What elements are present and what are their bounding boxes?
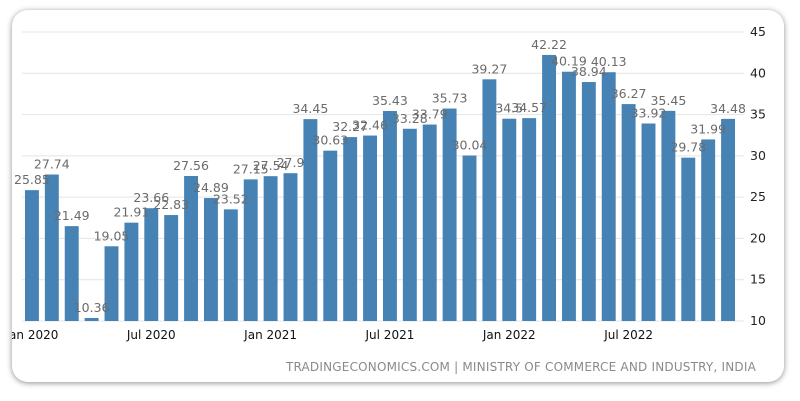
y-tick-label: 30: [750, 148, 766, 163]
bar-jun-2020[interactable]: [124, 222, 139, 321]
bar-sep-2022[interactable]: [661, 110, 676, 321]
value-label: 34.45: [292, 101, 328, 116]
bar-jan-2020[interactable]: [24, 190, 39, 321]
bar-jan-2021[interactable]: [263, 176, 278, 321]
value-label: 33.28: [392, 111, 428, 126]
y-tick-label: 10: [750, 313, 766, 328]
value-label: 30.63: [312, 133, 348, 148]
bar-mar-2021[interactable]: [303, 119, 318, 321]
value-label: 27.74: [34, 157, 70, 172]
bar-feb-2022[interactable]: [522, 118, 537, 321]
bar-aug-2022[interactable]: [641, 123, 656, 322]
bar-nov-2021[interactable]: [462, 155, 477, 321]
value-label: 24.89: [193, 180, 229, 195]
bar-jul-2021[interactable]: [382, 111, 397, 321]
value-label: 21.91: [113, 205, 149, 220]
value-label: 21.49: [54, 208, 90, 223]
bar-jan-2022[interactable]: [502, 118, 517, 321]
bar-oct-2021[interactable]: [442, 108, 457, 321]
source-attribution: TRADINGECONOMICS.COM | MINISTRY OF COMME…: [285, 360, 756, 374]
bar-jul-2020[interactable]: [144, 208, 159, 321]
value-label: 34.5: [495, 101, 523, 116]
value-label: 36.27: [611, 86, 647, 101]
value-label: 39.27: [471, 61, 507, 76]
bar-sep-2020[interactable]: [184, 176, 199, 321]
value-label: 22.83: [153, 197, 189, 212]
value-label: 32.27: [332, 119, 368, 134]
bar-jul-2022[interactable]: [621, 104, 636, 321]
value-label: 35.43: [372, 93, 408, 108]
value-label: 40.19: [551, 54, 587, 69]
value-label: 27.54: [253, 158, 289, 173]
bar-apr-2020[interactable]: [84, 318, 99, 321]
value-label: 33.92: [631, 105, 667, 120]
value-label: 35.45: [650, 93, 686, 108]
value-label: 35.73: [432, 91, 468, 106]
value-label: 29.78: [670, 140, 706, 155]
value-label: 30.04: [452, 138, 488, 153]
value-label: 31.99: [690, 121, 726, 136]
value-label: 23.66: [133, 190, 169, 205]
bar-feb-2020[interactable]: [44, 174, 59, 321]
x-axis: Jan 2020 Jul 2020 Jan 2021 Jul 2021 Jan 2022…: [12, 328, 653, 342]
bar-nov-2022[interactable]: [701, 139, 716, 321]
value-label: 27.15: [233, 161, 269, 176]
x-tick-label: Jul 2020: [126, 328, 176, 342]
x-tick-label: Jan 2021: [243, 328, 297, 342]
value-label: 34.48: [710, 101, 746, 116]
bar-apr-2021[interactable]: [323, 150, 338, 321]
bar-jun-2022[interactable]: [601, 72, 616, 321]
y-tick-label: 45: [750, 24, 766, 39]
y-axis: 10 15 20 25 30 35 40 45: [750, 24, 766, 328]
bar-sep-2021[interactable]: [422, 124, 437, 322]
value-label: 40.13: [591, 54, 627, 69]
value-label: 32.46: [352, 118, 388, 133]
value-label: 19.05: [94, 228, 130, 243]
bar-may-2022[interactable]: [581, 82, 596, 321]
y-tick-label: 40: [750, 65, 766, 80]
y-tick-label: 25: [750, 189, 766, 204]
bar-may-2021[interactable]: [343, 137, 358, 321]
value-label: 33.79: [412, 107, 448, 122]
x-tick-label: Jan 2020: [12, 328, 58, 342]
bar-jun-2021[interactable]: [363, 135, 378, 321]
bar-feb-2021[interactable]: [283, 173, 298, 321]
value-label: 23.52: [213, 191, 249, 206]
y-tick-label: 15: [750, 272, 766, 287]
bar-dec-2022[interactable]: [721, 118, 736, 321]
y-tick-label: 20: [750, 230, 766, 245]
value-label: 27.56: [173, 158, 209, 173]
value-label: 10.36: [74, 300, 110, 315]
value-label: 38.94: [571, 64, 607, 79]
bar-oct-2022[interactable]: [681, 157, 696, 321]
bar-aug-2020[interactable]: [164, 215, 179, 321]
value-label: 42.22: [531, 37, 567, 52]
bar-dec-2021[interactable]: [482, 79, 497, 321]
x-tick-label: Jul 2021: [365, 328, 415, 342]
chart-card: 25.85 27.74 21.49 10.36 19.05 21.91 23.66 22.83…: [12, 10, 784, 382]
bar-mar-2020[interactable]: [64, 226, 79, 321]
bar-dec-2020[interactable]: [243, 179, 258, 321]
value-label: 25.85: [14, 172, 50, 187]
bar-oct-2020[interactable]: [203, 198, 218, 321]
bar-nov-2020[interactable]: [223, 209, 238, 321]
bar-apr-2022[interactable]: [561, 71, 576, 321]
bar-may-2020[interactable]: [104, 246, 119, 321]
bars: [24, 54, 736, 322]
value-label: 27.9: [277, 155, 305, 170]
bar-mar-2022[interactable]: [542, 54, 557, 321]
bar-aug-2021[interactable]: [402, 128, 417, 321]
x-tick-label: Jul 2022: [603, 328, 653, 342]
x-tick-label: Jan 2022: [482, 328, 536, 342]
y-tick-label: 35: [750, 107, 766, 122]
value-label: 34.57: [511, 100, 547, 115]
